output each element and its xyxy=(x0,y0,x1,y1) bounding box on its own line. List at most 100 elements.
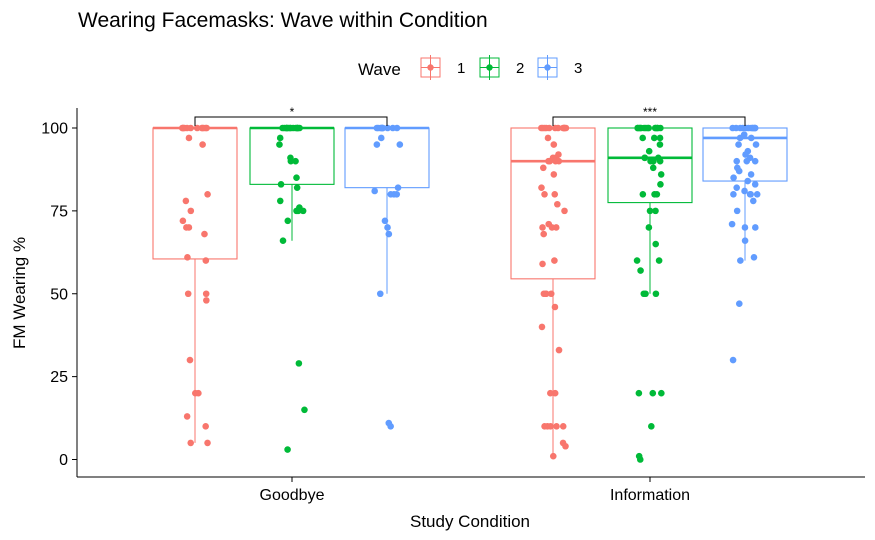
data-point xyxy=(539,224,546,231)
data-point xyxy=(387,423,394,430)
y-axis-title: FM Wearing % xyxy=(10,237,29,349)
data-point xyxy=(751,181,759,188)
data-point xyxy=(642,124,650,132)
data-point xyxy=(752,224,759,231)
y-tick-label: 25 xyxy=(50,369,68,386)
data-point xyxy=(184,253,191,261)
legend-key-point xyxy=(427,64,434,71)
data-point xyxy=(371,187,378,195)
data-point xyxy=(730,174,737,182)
data-point xyxy=(541,191,548,198)
data-point xyxy=(279,124,286,132)
data-point xyxy=(651,191,658,198)
data-point xyxy=(753,191,761,198)
data-point xyxy=(744,177,752,185)
data-point xyxy=(735,300,743,307)
data-point xyxy=(384,224,391,231)
legend-label: 1 xyxy=(457,60,465,77)
data-point xyxy=(202,257,210,264)
data-point xyxy=(730,191,737,198)
data-point xyxy=(201,230,208,238)
data-point xyxy=(551,191,559,198)
data-point xyxy=(657,181,664,188)
data-point xyxy=(636,456,644,463)
data-point xyxy=(381,217,389,225)
x-axis-title: Study Condition xyxy=(410,512,530,531)
data-point xyxy=(657,171,665,178)
data-point xyxy=(639,191,647,198)
data-point xyxy=(538,323,546,331)
data-point xyxy=(284,217,292,225)
data-point xyxy=(751,124,759,132)
y-tick-label: 50 xyxy=(50,286,68,303)
legend-item: 3 xyxy=(537,55,582,80)
data-point xyxy=(733,157,741,165)
data-point xyxy=(547,389,554,397)
data-point xyxy=(559,423,567,430)
data-point xyxy=(183,224,190,231)
data-point xyxy=(550,141,558,148)
data-point xyxy=(652,207,659,215)
data-point xyxy=(186,356,194,364)
data-point xyxy=(277,181,285,188)
data-point xyxy=(633,257,641,264)
data-point xyxy=(655,257,663,264)
significance-bracket xyxy=(194,116,388,126)
data-point xyxy=(657,124,664,132)
data-point xyxy=(182,197,190,205)
data-point xyxy=(562,124,570,132)
data-point xyxy=(294,124,302,132)
data-point xyxy=(377,134,385,142)
box xyxy=(344,127,430,189)
data-point xyxy=(379,124,387,132)
legend-label: 2 xyxy=(516,60,524,77)
data-point xyxy=(555,346,563,354)
data-point xyxy=(635,389,643,397)
x-tick-label: Information xyxy=(610,487,690,504)
data-point xyxy=(550,171,558,178)
data-point xyxy=(202,290,210,298)
y-tick-label: 0 xyxy=(59,452,68,469)
data-point xyxy=(192,389,199,397)
data-point xyxy=(741,224,749,231)
data-point xyxy=(752,141,760,148)
data-point xyxy=(387,191,395,198)
data-point xyxy=(544,134,552,142)
data-point xyxy=(538,184,545,191)
data-point xyxy=(743,157,751,165)
data-point xyxy=(204,191,211,198)
legend-label: 3 xyxy=(574,60,582,77)
legend: Wave 1 2 3 xyxy=(358,55,582,80)
data-point xyxy=(562,442,569,450)
data-point xyxy=(554,200,561,208)
data-point xyxy=(728,220,736,228)
data-point xyxy=(293,174,300,182)
data-point xyxy=(551,303,559,311)
data-point xyxy=(555,157,563,165)
data-point xyxy=(651,124,659,132)
data-point xyxy=(299,207,307,215)
data-point xyxy=(648,423,655,430)
plot-area: * *** xyxy=(152,105,788,463)
data-point xyxy=(187,207,195,215)
data-point xyxy=(549,452,557,460)
data-point xyxy=(647,157,654,165)
data-point xyxy=(750,253,758,261)
data-point xyxy=(551,389,559,397)
data-point xyxy=(541,124,548,132)
y-tick-label: 100 xyxy=(41,121,68,138)
data-point xyxy=(384,124,391,132)
data-point xyxy=(646,207,654,215)
data-point xyxy=(284,446,291,453)
significance-label: * xyxy=(290,105,295,119)
data-point xyxy=(184,290,192,298)
data-point xyxy=(393,191,401,198)
x-tick-label: Goodbye xyxy=(260,487,325,504)
data-point xyxy=(561,207,568,215)
data-point xyxy=(640,290,648,298)
data-point xyxy=(293,207,300,215)
data-point xyxy=(747,191,754,198)
data-point xyxy=(394,184,402,191)
box xyxy=(510,127,596,280)
